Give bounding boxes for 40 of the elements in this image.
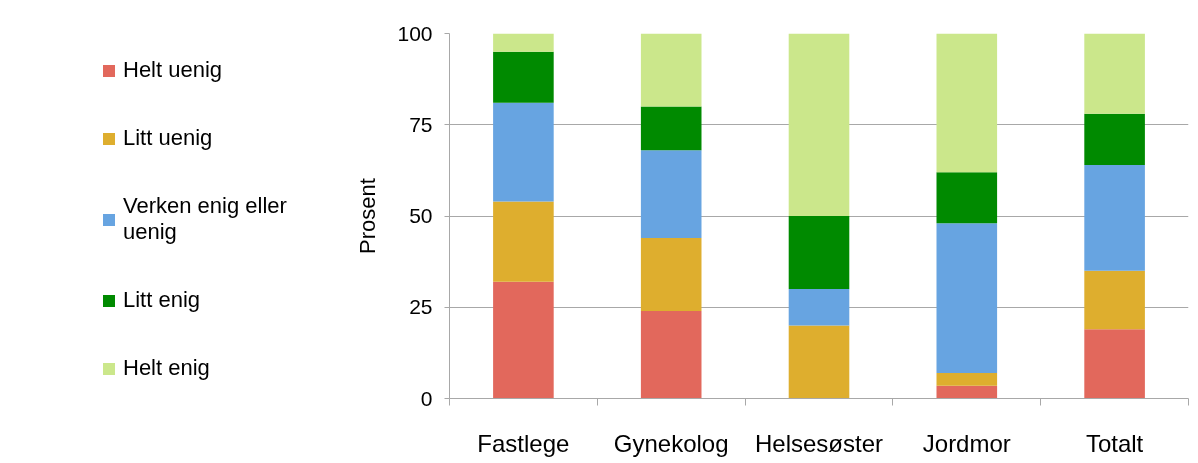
bar [493, 51, 554, 103]
bar [936, 223, 998, 373]
bar [493, 281, 554, 399]
legend-label: Litt enig [123, 287, 201, 313]
bar [1084, 329, 1145, 399]
bar [936, 33, 998, 173]
x-tick-label: Jordmor [922, 429, 1011, 457]
y-tick-label: 100 [397, 21, 433, 45]
bar [640, 106, 702, 151]
y-tick-label: 25 [409, 295, 433, 319]
bar [788, 325, 850, 399]
x-tick-label: Helsesøster [754, 429, 884, 457]
y-tick-label: 0 [420, 386, 433, 410]
legend-label: Helt uenig [123, 57, 223, 83]
bar [640, 310, 702, 399]
y-tick-label: 75 [409, 112, 433, 136]
bar [640, 237, 702, 311]
legend-label: Helt enig [123, 355, 210, 381]
bar [640, 33, 702, 107]
bar [788, 33, 850, 216]
x-tick-label: Totalt [1085, 429, 1144, 457]
bar [936, 172, 998, 224]
legend-label: Litt uenig [123, 125, 213, 151]
bar [640, 150, 702, 238]
bar [936, 385, 998, 399]
bar [493, 201, 554, 282]
y-axis-title: Prosent [355, 178, 381, 254]
bar [493, 102, 554, 202]
legend-label: Verken enig eller uenig [123, 193, 287, 245]
bar [493, 33, 554, 52]
bar [1084, 164, 1145, 271]
bar [788, 289, 850, 326]
bar [1084, 113, 1145, 165]
bar [936, 372, 998, 386]
y-tick-label: 50 [409, 204, 433, 227]
bar [788, 216, 850, 289]
x-tick-label: Gynekolog [613, 429, 729, 457]
bar [1084, 33, 1145, 114]
bar [1084, 270, 1145, 330]
x-tick-label: Fastlege [477, 429, 570, 457]
